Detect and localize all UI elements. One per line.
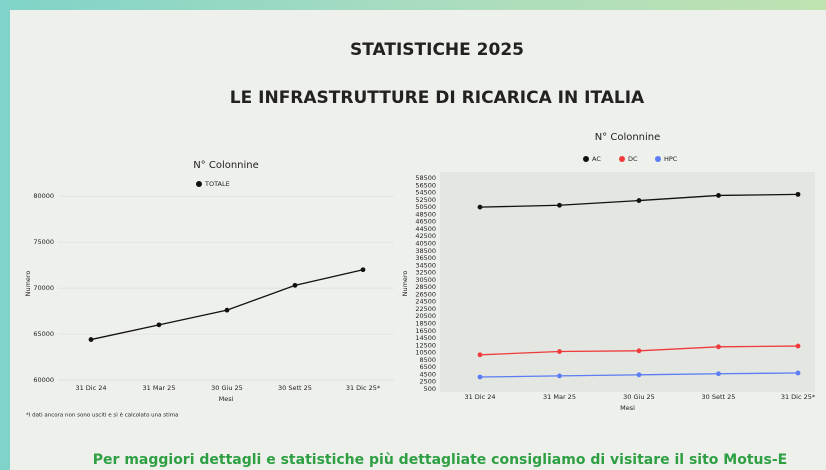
y-tick-label: 38500 [415, 247, 436, 255]
y-tick-label: 44500 [415, 225, 436, 233]
y-tick-label: 500 [424, 385, 436, 393]
y-tick-label: 60000 [33, 376, 54, 384]
chart-title: N° Colonnine [193, 160, 259, 171]
x-tick-label: 30 Giu 25 [211, 384, 243, 392]
legend-marker [655, 156, 661, 162]
data-point [361, 267, 366, 272]
y-axis-label: Numero [401, 271, 409, 297]
legend-marker [583, 156, 589, 162]
data-point [157, 322, 162, 327]
legend-marker [196, 181, 202, 187]
legend-label: DC [628, 155, 638, 163]
data-point [478, 375, 483, 380]
y-tick-label: 10500 [415, 349, 436, 357]
x-tick-label: 30 Giu 25 [623, 393, 655, 401]
data-point [557, 203, 562, 208]
y-tick-label: 48500 [415, 210, 436, 218]
y-tick-label: 18500 [415, 320, 436, 328]
y-tick-label: 42500 [415, 232, 436, 240]
y-tick-label: 26500 [415, 290, 436, 298]
x-axis-label: Mesi [219, 395, 234, 403]
y-tick-label: 54500 [415, 189, 436, 197]
y-tick-label: 24500 [415, 298, 436, 306]
data-point [557, 349, 562, 354]
y-tick-label: 46500 [415, 218, 436, 226]
legend-label: TOTALE [204, 180, 230, 188]
y-tick-label: 52500 [415, 196, 436, 204]
x-tick-label: 31 Dic 24 [75, 384, 106, 392]
series-line [91, 270, 363, 340]
y-tick-label: 65000 [33, 330, 54, 338]
subtitle: LE INFRASTRUTTURE DI RICARICA IN ITALIA [230, 88, 645, 108]
x-tick-label: 31 Mar 25 [143, 384, 176, 392]
y-tick-label: 8500 [419, 356, 436, 364]
y-tick-label: 16500 [415, 327, 436, 335]
y-tick-label: 40500 [415, 239, 436, 247]
data-point [716, 371, 721, 376]
data-point [225, 308, 230, 313]
infographic: STATISTICHE 2025 LE INFRASTRUTTURE DI RI… [0, 0, 826, 470]
y-tick-label: 4500 [419, 370, 436, 378]
data-point [293, 283, 298, 288]
page: STATISTICHE 2025 LE INFRASTRUTTURE DI RI… [0, 0, 826, 470]
legend-marker [619, 156, 625, 162]
y-tick-label: 32500 [415, 269, 436, 277]
data-point [478, 352, 483, 357]
legend-label: HPC [664, 155, 678, 163]
y-tick-label: 80000 [33, 192, 54, 200]
y-tick-label: 30500 [415, 276, 436, 284]
x-tick-label: 30 Sett 25 [702, 393, 736, 401]
data-point [637, 198, 642, 203]
x-tick-label: 31 Mar 25 [543, 393, 576, 401]
y-tick-label: 36500 [415, 254, 436, 262]
plot-background [440, 172, 815, 392]
y-tick-label: 14500 [415, 334, 436, 342]
legend-label: AC [592, 155, 601, 163]
y-tick-label: 28500 [415, 283, 436, 291]
y-tick-label: 34500 [415, 261, 436, 269]
y-tick-label: 75000 [33, 238, 54, 246]
y-tick-label: 56500 [415, 181, 436, 189]
data-point [716, 193, 721, 198]
y-tick-label: 6500 [419, 363, 436, 371]
data-point [89, 337, 94, 342]
y-tick-label: 70000 [33, 284, 54, 292]
footnote: *I dati ancora non sono usciti e si è ca… [26, 412, 179, 419]
chart-title: N° Colonnine [595, 132, 661, 143]
title: STATISTICHE 2025 [350, 40, 524, 60]
data-point [637, 348, 642, 353]
y-tick-label: 58500 [415, 174, 436, 182]
footer-link-text: Per maggiori dettagli e statistiche più … [93, 452, 787, 468]
x-tick-label: 31 Dic 25* [346, 384, 381, 392]
y-tick-label: 50500 [415, 203, 436, 211]
data-point [796, 344, 801, 349]
data-point [796, 192, 801, 197]
x-tick-label: 30 Sett 25 [278, 384, 312, 392]
data-point [637, 372, 642, 377]
data-point [716, 344, 721, 349]
y-tick-label: 2500 [419, 378, 436, 386]
y-tick-label: 12500 [415, 341, 436, 349]
data-point [557, 374, 562, 379]
data-point [796, 371, 801, 376]
y-tick-label: 22500 [415, 305, 436, 313]
y-axis-label: Numero [24, 271, 32, 297]
x-tick-label: 31 Dic 24 [464, 393, 495, 401]
data-point [478, 205, 483, 210]
y-tick-label: 20500 [415, 312, 436, 320]
x-tick-label: 31 Dic 25* [781, 393, 816, 401]
x-axis-label: Mesi [620, 404, 635, 412]
